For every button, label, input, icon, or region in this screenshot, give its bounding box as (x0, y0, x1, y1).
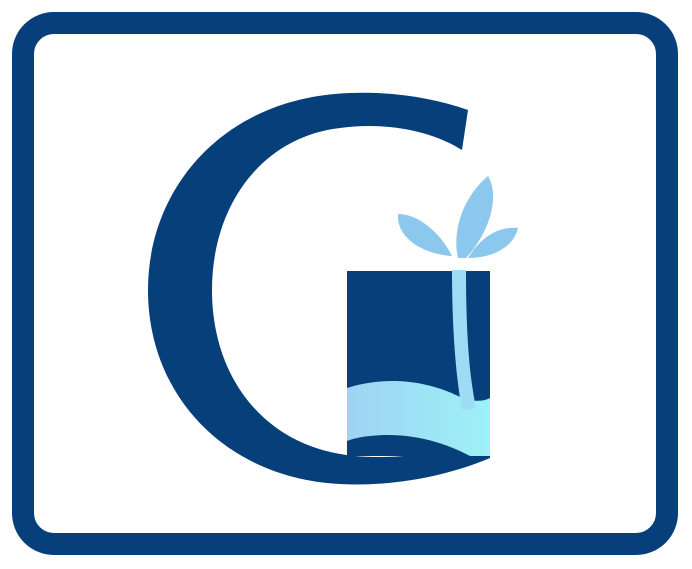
g-letter-icon (148, 92, 490, 485)
fountain-stream-icon (452, 270, 476, 410)
fountain-splash-icon (397, 176, 518, 258)
water-wave-icon (347, 381, 490, 456)
